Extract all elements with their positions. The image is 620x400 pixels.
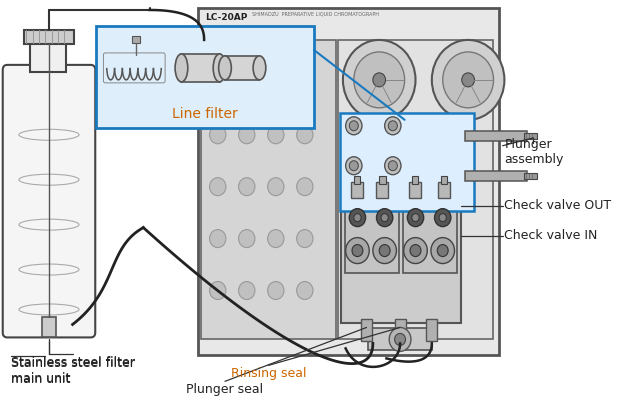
Circle shape: [345, 238, 370, 264]
Bar: [441, 176, 447, 184]
Circle shape: [379, 244, 390, 256]
Bar: [438, 182, 450, 198]
Circle shape: [384, 117, 401, 135]
Circle shape: [432, 40, 505, 120]
Circle shape: [395, 334, 405, 346]
Bar: [361, 320, 372, 342]
Circle shape: [239, 126, 255, 144]
Circle shape: [443, 52, 494, 108]
Circle shape: [268, 126, 284, 144]
Circle shape: [373, 238, 396, 264]
Text: Rinsing seal: Rinsing seal: [231, 367, 306, 380]
Bar: [403, 208, 457, 272]
Bar: [24, 30, 74, 44]
Bar: [198, 8, 499, 355]
Circle shape: [435, 209, 451, 227]
FancyBboxPatch shape: [2, 65, 95, 338]
Circle shape: [407, 209, 423, 227]
Bar: [30, 40, 66, 72]
Bar: [466, 131, 527, 141]
Circle shape: [410, 244, 421, 256]
Circle shape: [354, 52, 405, 108]
Bar: [96, 26, 314, 128]
Bar: [341, 196, 461, 324]
Circle shape: [404, 238, 427, 264]
Circle shape: [373, 73, 386, 87]
Circle shape: [349, 209, 366, 227]
Bar: [395, 320, 405, 342]
Bar: [351, 182, 363, 198]
Circle shape: [210, 178, 226, 196]
Bar: [225, 56, 259, 80]
Circle shape: [239, 230, 255, 248]
Text: Line filter: Line filter: [172, 107, 238, 121]
Circle shape: [268, 282, 284, 300]
Circle shape: [210, 74, 226, 92]
Circle shape: [210, 230, 226, 248]
Ellipse shape: [219, 56, 231, 80]
Circle shape: [345, 117, 362, 135]
Text: LC-20AP: LC-20AP: [205, 13, 247, 22]
Ellipse shape: [175, 54, 188, 82]
Bar: [466, 171, 527, 181]
Circle shape: [268, 178, 284, 196]
Bar: [427, 320, 437, 342]
Ellipse shape: [253, 56, 266, 80]
Bar: [345, 208, 399, 272]
Circle shape: [296, 126, 313, 144]
Bar: [376, 182, 388, 198]
Bar: [182, 54, 219, 82]
Circle shape: [349, 121, 358, 131]
Text: Stainless steel filter
main unit: Stainless steel filter main unit: [11, 357, 135, 386]
Bar: [202, 40, 335, 340]
Text: Check valve IN: Check valve IN: [505, 229, 598, 242]
Bar: [354, 176, 360, 184]
Bar: [340, 113, 474, 211]
Bar: [42, 318, 56, 338]
Circle shape: [239, 74, 255, 92]
Circle shape: [388, 161, 397, 171]
Text: Check valve OUT: Check valve OUT: [505, 199, 611, 212]
Circle shape: [389, 328, 411, 352]
Circle shape: [349, 161, 358, 171]
Circle shape: [239, 282, 255, 300]
Circle shape: [296, 282, 313, 300]
Circle shape: [210, 282, 226, 300]
Circle shape: [352, 244, 363, 256]
Circle shape: [268, 74, 284, 92]
Circle shape: [462, 73, 474, 87]
Circle shape: [437, 244, 448, 256]
Text: Plunger
assembly: Plunger assembly: [505, 138, 564, 166]
Ellipse shape: [213, 54, 226, 82]
Circle shape: [343, 40, 415, 120]
Circle shape: [210, 126, 226, 144]
Circle shape: [431, 238, 454, 264]
Text: SHIMADZU  PREPARATIVE LIQUID CHROMATOGRAPH: SHIMADZU PREPARATIVE LIQUID CHROMATOGRAP…: [252, 12, 379, 17]
Circle shape: [239, 178, 255, 196]
Circle shape: [384, 157, 401, 175]
Bar: [339, 40, 493, 340]
Circle shape: [268, 230, 284, 248]
Bar: [368, 328, 432, 350]
Bar: [412, 176, 418, 184]
Bar: [133, 36, 140, 43]
Circle shape: [381, 214, 388, 222]
Circle shape: [439, 214, 446, 222]
Bar: [525, 133, 537, 139]
Circle shape: [296, 230, 313, 248]
Circle shape: [296, 74, 313, 92]
Text: Stainless steel filter
main unit: Stainless steel filter main unit: [11, 356, 135, 385]
Circle shape: [388, 121, 397, 131]
Bar: [409, 182, 421, 198]
Text: Plunger seal: Plunger seal: [187, 383, 264, 396]
Circle shape: [296, 178, 313, 196]
Circle shape: [345, 157, 362, 175]
Circle shape: [354, 214, 361, 222]
Circle shape: [412, 214, 419, 222]
Circle shape: [376, 209, 393, 227]
Bar: [525, 173, 537, 179]
Bar: [379, 176, 386, 184]
